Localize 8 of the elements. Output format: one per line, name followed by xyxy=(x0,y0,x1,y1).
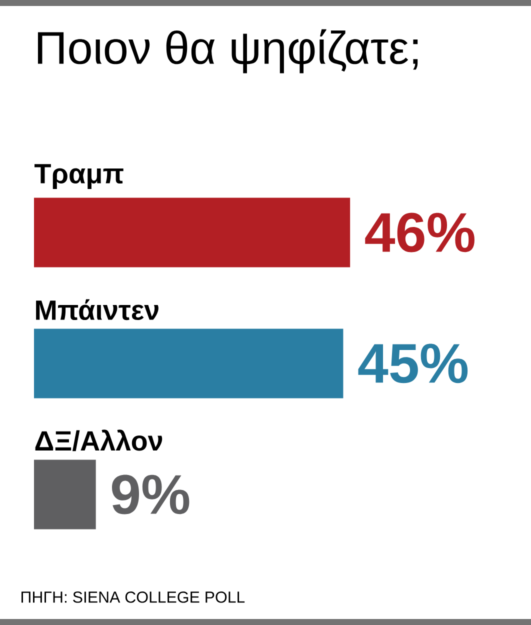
data-label: 45% xyxy=(358,344,468,384)
data-label: 9% xyxy=(112,474,190,514)
y-tick-label: Μπάιντεν xyxy=(36,299,158,320)
data-label: 46% xyxy=(365,212,474,252)
chart-title: Ποιον θα ψηφίζατε; xyxy=(38,29,418,74)
y-tick-label: ΔΞ/Αλλον xyxy=(35,430,162,452)
y-tick-label: Τραμπ xyxy=(34,164,124,190)
text: ΠΗΓΗ: SIENA COLLEGE POLL xyxy=(22,592,245,603)
